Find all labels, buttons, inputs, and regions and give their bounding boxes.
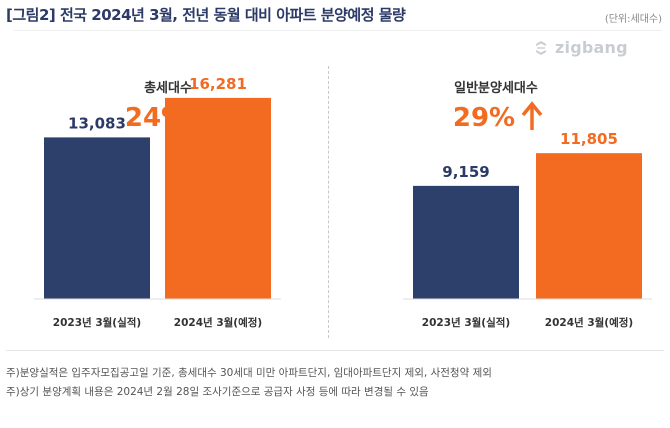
chart-1-bar-1	[44, 137, 150, 299]
chart-1-bar-2	[165, 97, 271, 299]
chart-1-value-label-2: 16,281	[189, 75, 247, 93]
chart-1-title: 총세대수	[144, 80, 192, 96]
arrow-up-icon	[521, 101, 543, 130]
footnote-1: 주)분양실적은 입주자모집공고일 기준, 총세대수 30세대 미만 아파트단지,…	[6, 367, 492, 379]
notes-separator	[6, 350, 664, 351]
chart-1-category-label-1: 2023년 3월(실적)	[53, 316, 141, 329]
chart-2-title: 일반분양세대수	[454, 80, 538, 96]
chart-2-category-label-1: 2023년 3월(실적)	[422, 316, 510, 329]
chart-2-bar-1	[413, 185, 519, 299]
panel-divider	[328, 66, 329, 338]
footnote-2: 주)상기 분양계획 내용은 2024년 2월 28일 조사기준으로 공급자 사정…	[6, 386, 429, 398]
chart-2-value-label-1: 9,159	[442, 163, 489, 181]
zigbang-logo-icon	[536, 40, 546, 55]
footnotes: 주)분양실적은 입주자모집공고일 기준, 총세대수 30세대 미만 아파트단지,…	[6, 364, 492, 402]
chart-1-category-label-2: 2024년 3월(예정)	[174, 316, 262, 329]
zigbang-logo: zigbang	[532, 38, 628, 57]
zigbang-logo-text: zigbang	[555, 38, 628, 57]
chart-2-value-label-2: 11,805	[560, 130, 618, 148]
chart-2-change-label: 29%	[453, 103, 515, 133]
unit-label: (단위:세대수)	[604, 14, 662, 25]
figure-title: [그림2] 전국 2024년 3월, 전년 동월 대비 아파트 분양예정 물량	[6, 6, 406, 24]
chart-1-value-label-1: 13,083	[68, 114, 126, 132]
chart-2-category-label-2: 2024년 3월(예정)	[545, 316, 633, 329]
chart-2-bar-2	[536, 153, 642, 299]
